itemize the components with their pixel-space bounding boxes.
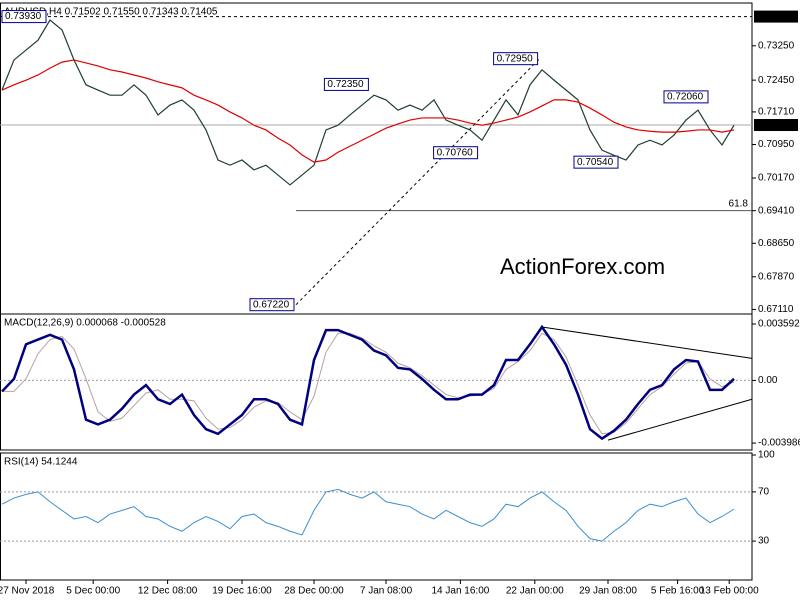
x-tick-label: 5 Dec 00:00 — [66, 586, 120, 597]
trend-line — [295, 58, 540, 306]
y-tick-label: 0.72450 — [758, 75, 795, 86]
annotation-label: 0.72350 — [327, 79, 364, 90]
annotation-label: 0.67220 — [253, 299, 290, 310]
x-tick-label: 14 Jan 16:00 — [431, 586, 489, 597]
annotation-label: 0.70760 — [437, 147, 474, 158]
y-tick-label: 0.70170 — [758, 173, 795, 184]
annotation-label: 0.72950 — [497, 53, 534, 64]
panel-title: MACD(12,26,9) 0.000068 -0.000528 — [4, 318, 166, 329]
x-tick-label: 29 Jan 08:00 — [579, 586, 637, 597]
y-tick-label: 0.70950 — [758, 139, 795, 150]
annotation-box — [249, 298, 295, 312]
annotation-box — [663, 90, 709, 104]
x-tick-label: 12 Dec 08:00 — [138, 586, 198, 597]
annotation-box — [493, 52, 539, 66]
series-line — [1, 488, 735, 542]
level-box — [754, 119, 798, 132]
annotation-label: 0.73930 — [5, 11, 42, 22]
x-tick-label: 27 Nov 2018 — [0, 586, 55, 597]
series-line — [1, 59, 735, 163]
fib-label: 61.8 — [729, 198, 749, 209]
y-tick-label: 0.67870 — [758, 271, 795, 282]
trend-line — [541, 326, 753, 359]
panel-frame — [0, 313, 753, 451]
y-tick-label: 0.00 — [758, 375, 778, 386]
x-tick-label: 19 Dec 16:00 — [212, 586, 272, 597]
level-label: 0.71405 — [757, 120, 794, 131]
level-box — [754, 10, 798, 23]
annotation-label: 0.70540 — [577, 157, 614, 168]
y-tick-label: 0.68650 — [758, 238, 795, 249]
series-line — [1, 324, 735, 441]
level-label: 0.73930 — [757, 11, 794, 22]
annotation-box — [573, 155, 619, 169]
series-line — [1, 19, 735, 186]
y-tick-label: 0.003592 — [758, 319, 800, 330]
y-tick-label: 0.73250 — [758, 40, 795, 51]
x-tick-label: 5 Feb 16:00 — [651, 586, 705, 597]
y-tick-label: 70 — [758, 487, 770, 498]
x-tick-label: 13 Feb 00:00 — [700, 586, 759, 597]
x-tick-label: 28 Dec 00:00 — [284, 586, 344, 597]
y-tick-label: 0.67110 — [758, 304, 794, 315]
y-tick-label: 100 — [758, 450, 775, 461]
annotation-box — [323, 77, 369, 91]
panel-frame — [0, 452, 753, 581]
annotation-box — [433, 146, 479, 160]
x-tick-label: 22 Jan 00:00 — [506, 586, 564, 597]
annotation-box — [1, 10, 47, 24]
y-tick-label: 0.71710 — [758, 107, 795, 118]
y-tick-label: 0.69410 — [758, 205, 795, 216]
watermark: ActionForex.com — [500, 254, 665, 279]
y-tick-label: 30 — [758, 536, 770, 547]
trend-line — [607, 398, 753, 441]
x-tick-label: 7 Jan 08:00 — [360, 586, 413, 597]
y-tick-label: -0.003986 — [758, 438, 800, 449]
panel-title: RSI(14) 54.1244 — [4, 457, 78, 468]
annotation-label: 0.72060 — [667, 92, 704, 103]
panel-title: AUDUSD,H4 0.71502 0.71550 0.71343 0.7140… — [4, 7, 218, 18]
